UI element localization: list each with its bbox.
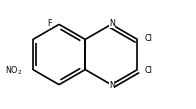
Text: Cl: Cl [145,66,153,75]
Text: N: N [109,81,115,90]
Text: Cl: Cl [145,34,153,43]
Text: N: N [109,19,115,28]
Text: NO$_2$: NO$_2$ [5,64,22,77]
Text: F: F [47,19,51,28]
